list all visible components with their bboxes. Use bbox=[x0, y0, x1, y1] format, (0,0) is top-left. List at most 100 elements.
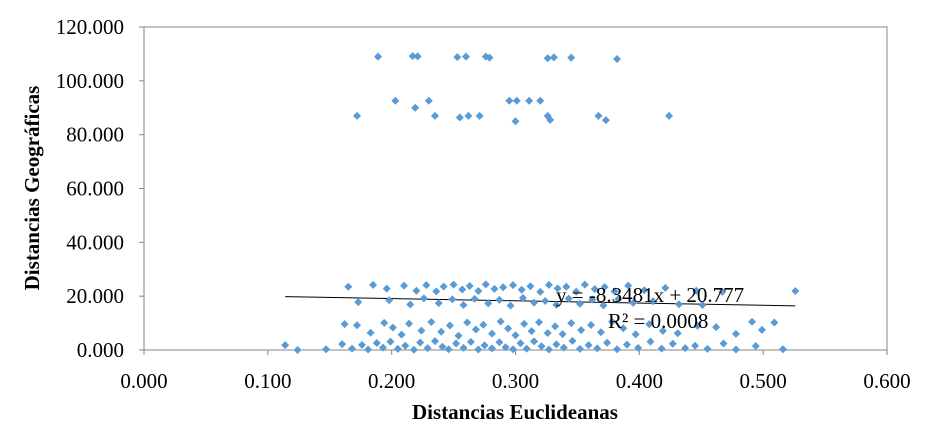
data-point bbox=[624, 281, 633, 290]
data-point bbox=[281, 341, 290, 350]
data-point bbox=[352, 111, 361, 120]
data-point bbox=[485, 53, 494, 62]
data-point bbox=[484, 299, 493, 308]
data-point bbox=[551, 322, 560, 331]
data-point bbox=[453, 53, 462, 62]
data-point bbox=[530, 337, 539, 346]
data-point bbox=[610, 287, 619, 296]
data-point bbox=[572, 287, 581, 296]
data-point bbox=[537, 342, 546, 351]
data-point bbox=[406, 300, 415, 309]
data-point bbox=[423, 344, 432, 353]
data-point bbox=[511, 331, 520, 340]
data-point bbox=[518, 294, 527, 303]
data-point bbox=[718, 287, 727, 296]
data-point bbox=[543, 54, 552, 63]
data-point bbox=[657, 344, 666, 353]
data-point bbox=[388, 323, 397, 332]
data-point bbox=[504, 324, 513, 333]
data-point bbox=[665, 111, 674, 120]
data-point bbox=[778, 345, 787, 354]
data-point bbox=[495, 295, 504, 304]
data-point bbox=[590, 285, 599, 294]
data-point bbox=[401, 341, 410, 350]
data-point bbox=[577, 326, 586, 335]
data-point bbox=[487, 344, 496, 353]
data-point bbox=[580, 280, 589, 289]
y-tick-label: 120.000 bbox=[56, 15, 124, 39]
data-point bbox=[584, 341, 593, 350]
data-point bbox=[646, 337, 655, 346]
trendline-equation: y = -8.3481x + 20.777 bbox=[556, 283, 744, 307]
data-point bbox=[474, 345, 483, 354]
data-point bbox=[596, 328, 605, 337]
data-point bbox=[546, 115, 555, 124]
data-point bbox=[405, 319, 414, 328]
data-point bbox=[631, 330, 640, 339]
data-point bbox=[509, 281, 518, 290]
data-point bbox=[712, 323, 721, 332]
data-point bbox=[622, 340, 631, 349]
data-point bbox=[409, 345, 418, 354]
data-point bbox=[427, 318, 436, 327]
data-point bbox=[471, 325, 480, 334]
data-point bbox=[293, 346, 302, 354]
x-tick-label: 0.300 bbox=[492, 369, 539, 393]
data-point bbox=[369, 280, 378, 289]
y-tick-label: 80.000 bbox=[66, 123, 124, 147]
data-point bbox=[601, 116, 610, 125]
data-point bbox=[391, 96, 400, 105]
data-point bbox=[668, 339, 677, 348]
data-point bbox=[567, 319, 576, 328]
data-point bbox=[525, 96, 534, 105]
data-point bbox=[559, 343, 568, 352]
data-point bbox=[588, 295, 597, 304]
data-point bbox=[544, 345, 553, 354]
data-point bbox=[459, 343, 468, 352]
data-point bbox=[322, 345, 331, 354]
data-point bbox=[366, 328, 375, 337]
data-point bbox=[544, 280, 553, 289]
data-point bbox=[372, 339, 381, 348]
y-tick-label: 20.000 bbox=[66, 284, 124, 308]
data-point bbox=[490, 284, 499, 293]
data-point bbox=[408, 52, 417, 61]
data-point bbox=[400, 281, 409, 290]
data-point bbox=[543, 329, 552, 338]
data-point bbox=[459, 301, 468, 310]
y-tick-label: 60.000 bbox=[66, 177, 124, 201]
data-point bbox=[479, 320, 488, 329]
data-point bbox=[499, 283, 508, 292]
data-point bbox=[444, 345, 453, 354]
data-point bbox=[385, 296, 394, 305]
data-point bbox=[352, 321, 361, 330]
data-point bbox=[575, 344, 584, 353]
data-point bbox=[549, 53, 558, 62]
data-point bbox=[511, 117, 520, 126]
data-point bbox=[364, 345, 373, 354]
data-point bbox=[431, 111, 440, 120]
data-point bbox=[599, 301, 608, 310]
data-point bbox=[412, 286, 421, 295]
data-point bbox=[719, 339, 728, 348]
data-point bbox=[564, 294, 573, 303]
data-point bbox=[417, 326, 426, 335]
data-point bbox=[614, 295, 623, 304]
data-point bbox=[411, 103, 420, 112]
data-point bbox=[378, 343, 387, 352]
data-point bbox=[470, 294, 479, 303]
data-point bbox=[619, 324, 628, 333]
data-point bbox=[517, 285, 526, 294]
data-point bbox=[458, 285, 467, 294]
data-point bbox=[691, 341, 700, 350]
x-tick-label: 0.200 bbox=[368, 369, 415, 393]
plot-area bbox=[143, 26, 888, 351]
data-point bbox=[461, 52, 470, 61]
data-point bbox=[748, 317, 757, 326]
data-point bbox=[397, 330, 406, 339]
data-point bbox=[553, 284, 562, 293]
data-point bbox=[413, 52, 422, 61]
y-tick-label: 100.000 bbox=[56, 69, 124, 93]
data-point bbox=[520, 319, 529, 328]
